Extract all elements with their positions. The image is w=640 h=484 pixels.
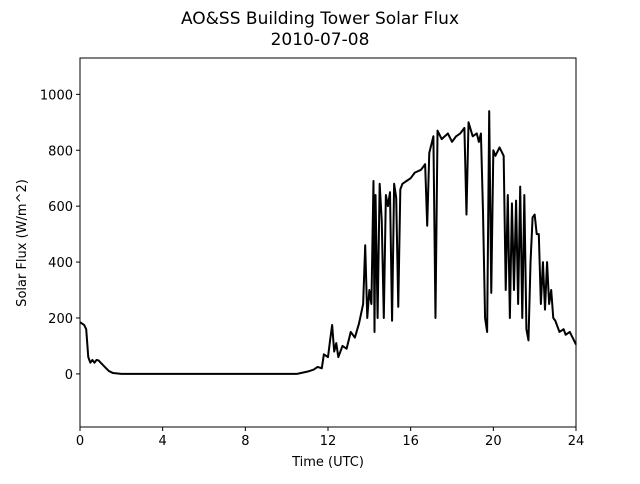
x-axis-label: Time (UTC) (291, 455, 364, 470)
chart-subtitle: 2010-07-08 (271, 30, 370, 50)
y-tick-label: 200 (48, 312, 73, 327)
y-tick-label: 800 (48, 144, 73, 159)
y-axis-label: Solar Flux (W/m^2) (15, 179, 30, 307)
x-tick-label: 16 (402, 434, 419, 449)
x-tick-label: 24 (568, 434, 585, 449)
x-tick-label: 0 (76, 434, 84, 449)
x-tick-label: 12 (320, 434, 337, 449)
y-tick-label: 1000 (40, 88, 73, 103)
y-tick-label: 0 (65, 368, 73, 383)
plot-frame (79, 57, 577, 428)
x-tick-label: 8 (241, 434, 249, 449)
data-line (79, 110, 577, 375)
chart-title: AO&SS Building Tower Solar Flux (181, 9, 459, 29)
x-tick-label: 4 (159, 434, 167, 449)
x-tick-label: 20 (485, 434, 502, 449)
y-tick-label: 600 (48, 200, 73, 215)
y-tick-label: 400 (48, 256, 73, 271)
